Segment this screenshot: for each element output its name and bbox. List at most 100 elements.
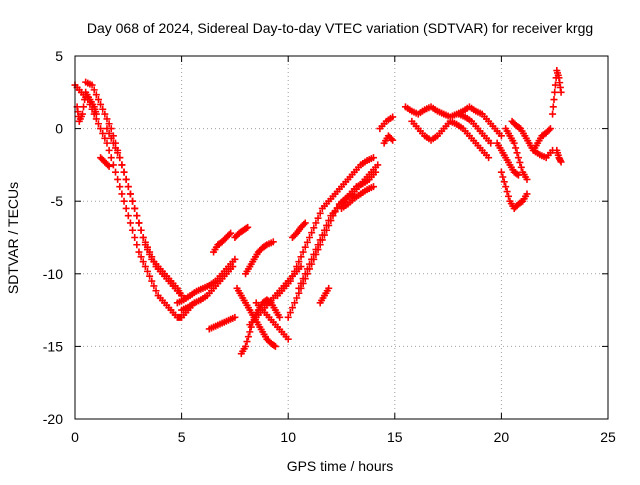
data-point bbox=[80, 103, 88, 111]
x-axis-label: GPS time / hours bbox=[287, 458, 394, 474]
data-point bbox=[308, 255, 316, 263]
data-point bbox=[141, 263, 149, 271]
series-track-7 bbox=[178, 263, 237, 314]
data-point bbox=[120, 168, 128, 176]
data-point bbox=[288, 272, 296, 280]
series-track-14 bbox=[231, 223, 252, 241]
data-point bbox=[246, 328, 254, 336]
y-tick-label: -5 bbox=[51, 193, 64, 209]
data-point bbox=[116, 154, 124, 162]
series-track-33 bbox=[553, 146, 565, 166]
series-track-25 bbox=[408, 117, 493, 162]
data-point bbox=[242, 342, 250, 350]
data-point bbox=[549, 103, 557, 111]
series-track-22 bbox=[380, 132, 397, 147]
data-point bbox=[105, 146, 113, 154]
series-track-30 bbox=[502, 125, 531, 183]
data-point bbox=[133, 241, 141, 249]
series-track-31 bbox=[529, 146, 557, 162]
data-point bbox=[88, 81, 96, 89]
data-point bbox=[109, 139, 117, 147]
data-point bbox=[243, 338, 251, 346]
x-tick-label: 15 bbox=[387, 429, 403, 445]
x-tick-label: 25 bbox=[600, 429, 616, 445]
data-point bbox=[557, 158, 565, 166]
data-point bbox=[308, 229, 316, 237]
data-point bbox=[94, 96, 102, 104]
data-point bbox=[314, 241, 322, 249]
data-point bbox=[310, 250, 318, 258]
data-point bbox=[487, 139, 495, 147]
data-point bbox=[146, 272, 154, 280]
data-point bbox=[139, 258, 147, 266]
data-point bbox=[500, 178, 508, 186]
data-point bbox=[126, 219, 134, 227]
series-track-9 bbox=[205, 313, 239, 333]
data-point bbox=[318, 231, 326, 239]
data-point bbox=[316, 236, 324, 244]
tick-layer: 0 5 10 15 20 25 5 0 -5 -10 -15 -20 bbox=[43, 48, 616, 445]
chart-title: Day 068 of 2024, Sidereal Day-to-day VTE… bbox=[87, 20, 593, 36]
x-tick-label: 20 bbox=[494, 429, 510, 445]
y-axis-label: SDTVAR / TECUs bbox=[5, 182, 21, 294]
data-point bbox=[116, 183, 124, 191]
data-point bbox=[122, 204, 130, 212]
data-point bbox=[112, 168, 120, 176]
data-point bbox=[299, 275, 307, 283]
data-point bbox=[372, 168, 380, 176]
data-point bbox=[78, 110, 86, 118]
data-point bbox=[514, 154, 522, 162]
data-point bbox=[101, 110, 109, 118]
data-point bbox=[103, 139, 111, 147]
data-point bbox=[320, 226, 328, 234]
series-track-5 bbox=[97, 154, 113, 170]
data-point bbox=[291, 267, 299, 275]
data-point bbox=[513, 149, 521, 157]
y-tick-label: -10 bbox=[43, 266, 63, 282]
data-layer bbox=[71, 67, 565, 358]
data-point bbox=[150, 282, 158, 290]
data-point bbox=[137, 226, 145, 234]
data-point bbox=[112, 144, 120, 152]
series-track-24 bbox=[401, 103, 505, 140]
data-point bbox=[306, 260, 314, 268]
data-point bbox=[244, 223, 252, 231]
data-point bbox=[284, 313, 292, 321]
data-point bbox=[124, 212, 132, 220]
data-point bbox=[129, 197, 137, 205]
data-point bbox=[295, 258, 303, 266]
data-point bbox=[369, 183, 377, 191]
data-point bbox=[94, 120, 102, 128]
plot-frame bbox=[74, 55, 609, 420]
y-tick-label: -20 bbox=[43, 411, 63, 427]
data-point bbox=[107, 154, 115, 162]
series-track-8 bbox=[210, 229, 235, 256]
data-point bbox=[323, 221, 331, 229]
data-point bbox=[227, 229, 235, 237]
data-point bbox=[512, 144, 520, 152]
data-point bbox=[523, 175, 531, 183]
data-point bbox=[135, 248, 143, 256]
data-point bbox=[510, 139, 518, 147]
series-track-4 bbox=[73, 88, 100, 125]
data-point bbox=[505, 192, 513, 200]
y-tick-label: 5 bbox=[55, 48, 63, 64]
data-point bbox=[229, 263, 237, 271]
series-track-32 bbox=[549, 67, 565, 118]
data-point bbox=[516, 158, 524, 166]
data-point bbox=[133, 212, 141, 220]
data-point bbox=[122, 175, 130, 183]
data-point bbox=[293, 294, 301, 302]
data-point bbox=[261, 242, 269, 250]
data-point bbox=[499, 173, 507, 181]
series-track-19 bbox=[288, 219, 309, 241]
data-point bbox=[316, 209, 324, 217]
data-point bbox=[551, 88, 559, 96]
data-point bbox=[244, 333, 252, 341]
data-point bbox=[301, 243, 309, 251]
y-tick-label: -15 bbox=[43, 338, 63, 354]
data-point bbox=[124, 183, 132, 191]
data-point bbox=[271, 342, 279, 350]
data-point bbox=[105, 120, 113, 128]
